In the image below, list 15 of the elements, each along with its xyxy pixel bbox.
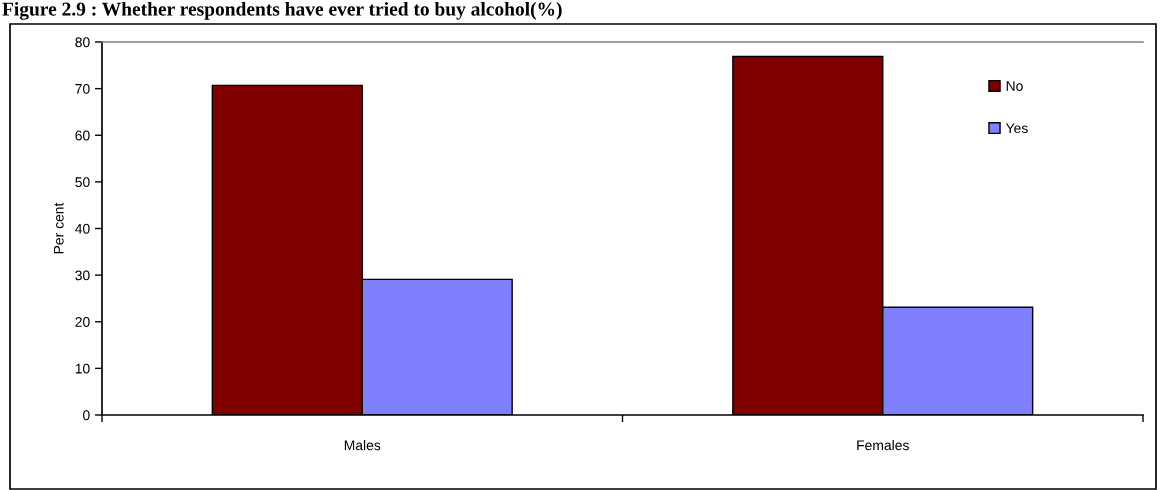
x-tick-label: Males — [344, 440, 381, 451]
chart-title: Figure 2.9 : Whether respondents have ever tried to buy alcohol(%) — [2, 2, 562, 20]
legend-label: Yes — [1005, 123, 1028, 134]
y-tick-label: 40 — [75, 223, 90, 234]
y-tick-label: 0 — [83, 410, 90, 421]
x-tick-label: Females — [857, 440, 909, 451]
y-tick-label: 60 — [75, 130, 90, 141]
y-tick-label: 20 — [75, 317, 90, 327]
y-tick-label: 30 — [75, 270, 90, 281]
legend-label: No — [1006, 81, 1023, 91]
y-axis-title: Per cent — [53, 202, 64, 254]
y-tick-label: 10 — [75, 363, 90, 374]
y-tick-label: 50 — [75, 177, 90, 188]
y-tick-label: 80 — [75, 37, 90, 48]
y-tick-label: 70 — [75, 83, 90, 94]
